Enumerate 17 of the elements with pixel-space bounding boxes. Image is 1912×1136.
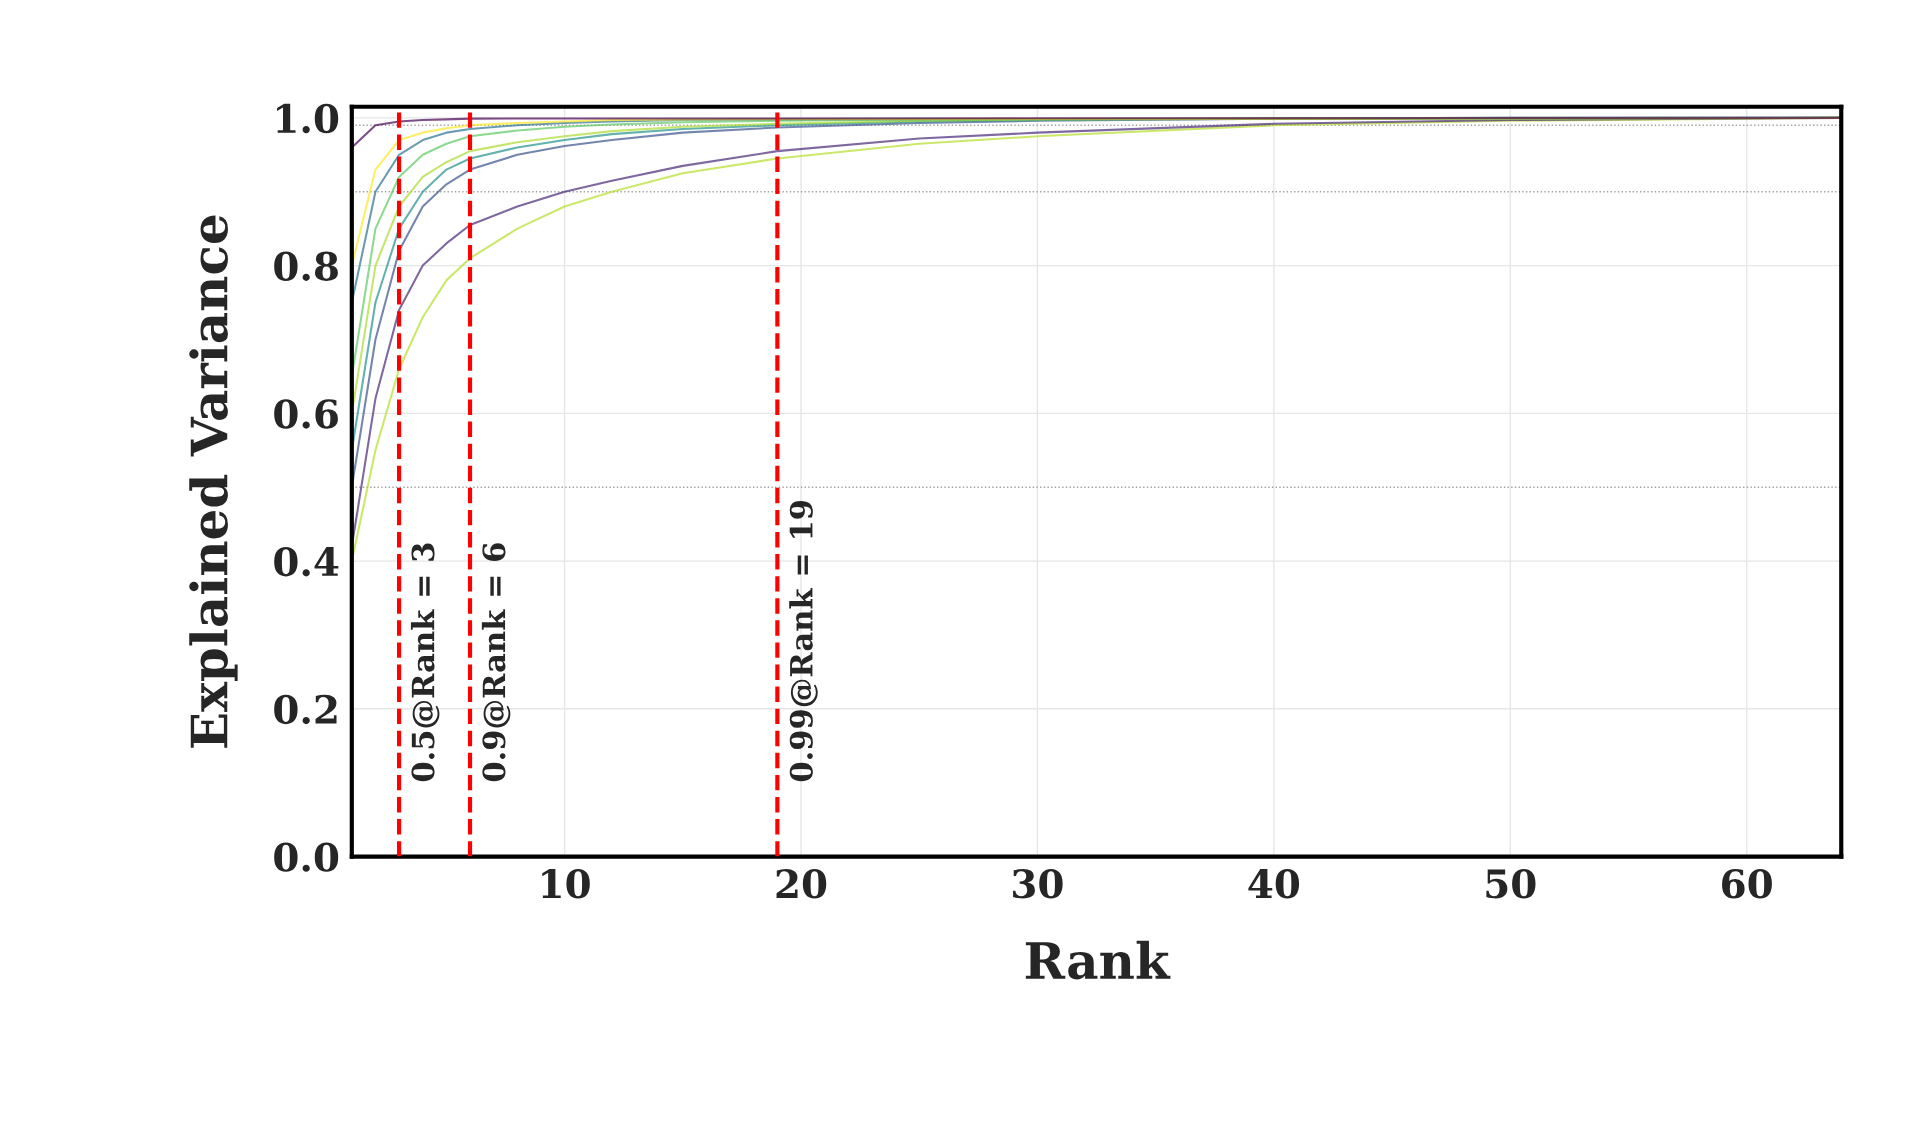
y-tick-label: 0.8	[274, 251, 338, 281]
y-tick-label: 0.4	[274, 546, 339, 577]
ref-line-label: 0.5@Rank = 3	[410, 543, 440, 782]
x-axis-title: Rank	[1025, 940, 1171, 980]
y-tick-label: 1.0	[277, 103, 339, 134]
ref-line-label: 0.99@Rank = 19	[789, 500, 818, 782]
x-tick-label: 60	[1722, 869, 1772, 899]
x-tick-label: 50	[1486, 869, 1536, 899]
y-tick-label: 0.6	[274, 399, 338, 429]
x-tick-label: 20	[776, 869, 827, 899]
x-tick-label: 40	[1248, 869, 1300, 899]
y-tick-label: 0.0	[274, 842, 339, 872]
ref-line-label: 0.9@Rank = 6	[481, 543, 511, 782]
y-axis-title: Explained Variance	[189, 215, 238, 748]
y-tick-label: 0.2	[274, 694, 337, 725]
x-tick-label: 10	[542, 869, 590, 899]
x-tick-label: 30	[1013, 869, 1063, 899]
